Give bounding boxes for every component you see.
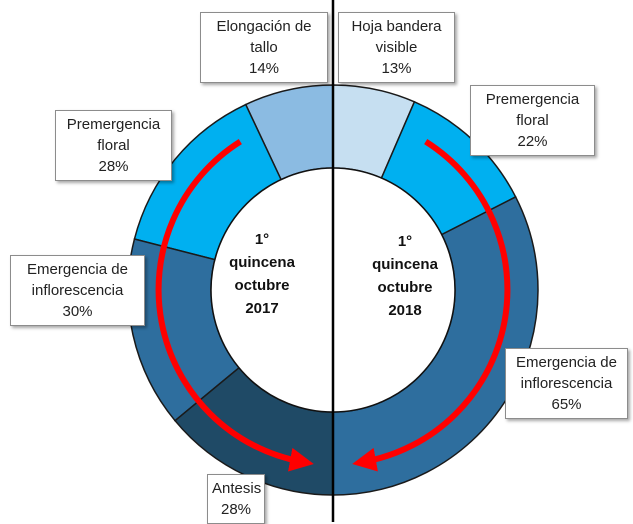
value-label: 14% xyxy=(248,60,280,77)
label-box: Hoja bandera visible 13% xyxy=(338,12,455,83)
center-label: 2018 xyxy=(388,302,421,319)
value-label: 28% xyxy=(98,158,129,175)
label-box: Premergencia floral 28% xyxy=(55,110,172,181)
label-box: Emergencia de inflorescencia 65% xyxy=(505,348,628,419)
arrow xyxy=(155,139,314,472)
category-label: Hoja bandera visible xyxy=(351,18,442,56)
label-box: Emergencia de inflorescencia 30% xyxy=(10,255,145,326)
label-box: Elongación de tallo 14% xyxy=(200,12,328,83)
center-label: octubre xyxy=(377,279,432,296)
center-label: octubre xyxy=(234,277,289,294)
category-label: Antesis xyxy=(212,480,262,497)
value-label: 13% xyxy=(381,60,412,77)
value-label: 28% xyxy=(220,501,252,518)
center-label: quincena xyxy=(229,254,296,271)
center-label: quincena xyxy=(372,256,439,273)
center-label: 2017 xyxy=(245,300,278,317)
label-box: Antesis 28% xyxy=(207,474,265,524)
category-label: Premergencia floral xyxy=(485,91,580,129)
value-label: 22% xyxy=(517,133,548,150)
center-label: 1° xyxy=(398,233,412,250)
category-label: Premergencia floral xyxy=(66,116,161,154)
category-label: Elongación de tallo xyxy=(216,18,312,56)
category-label: Emergencia de inflorescencia xyxy=(27,261,128,299)
center-labels: 1° quincena octubre 2017 1° quincena octubre 20… xyxy=(229,231,439,319)
value-label: 30% xyxy=(62,303,93,320)
value-label: 65% xyxy=(551,396,582,413)
category-label: Emergencia de inflorescencia xyxy=(516,354,617,392)
center-label: 1° xyxy=(255,231,269,248)
label-box: Premergencia floral 22% xyxy=(470,85,595,156)
arrow xyxy=(352,139,511,472)
